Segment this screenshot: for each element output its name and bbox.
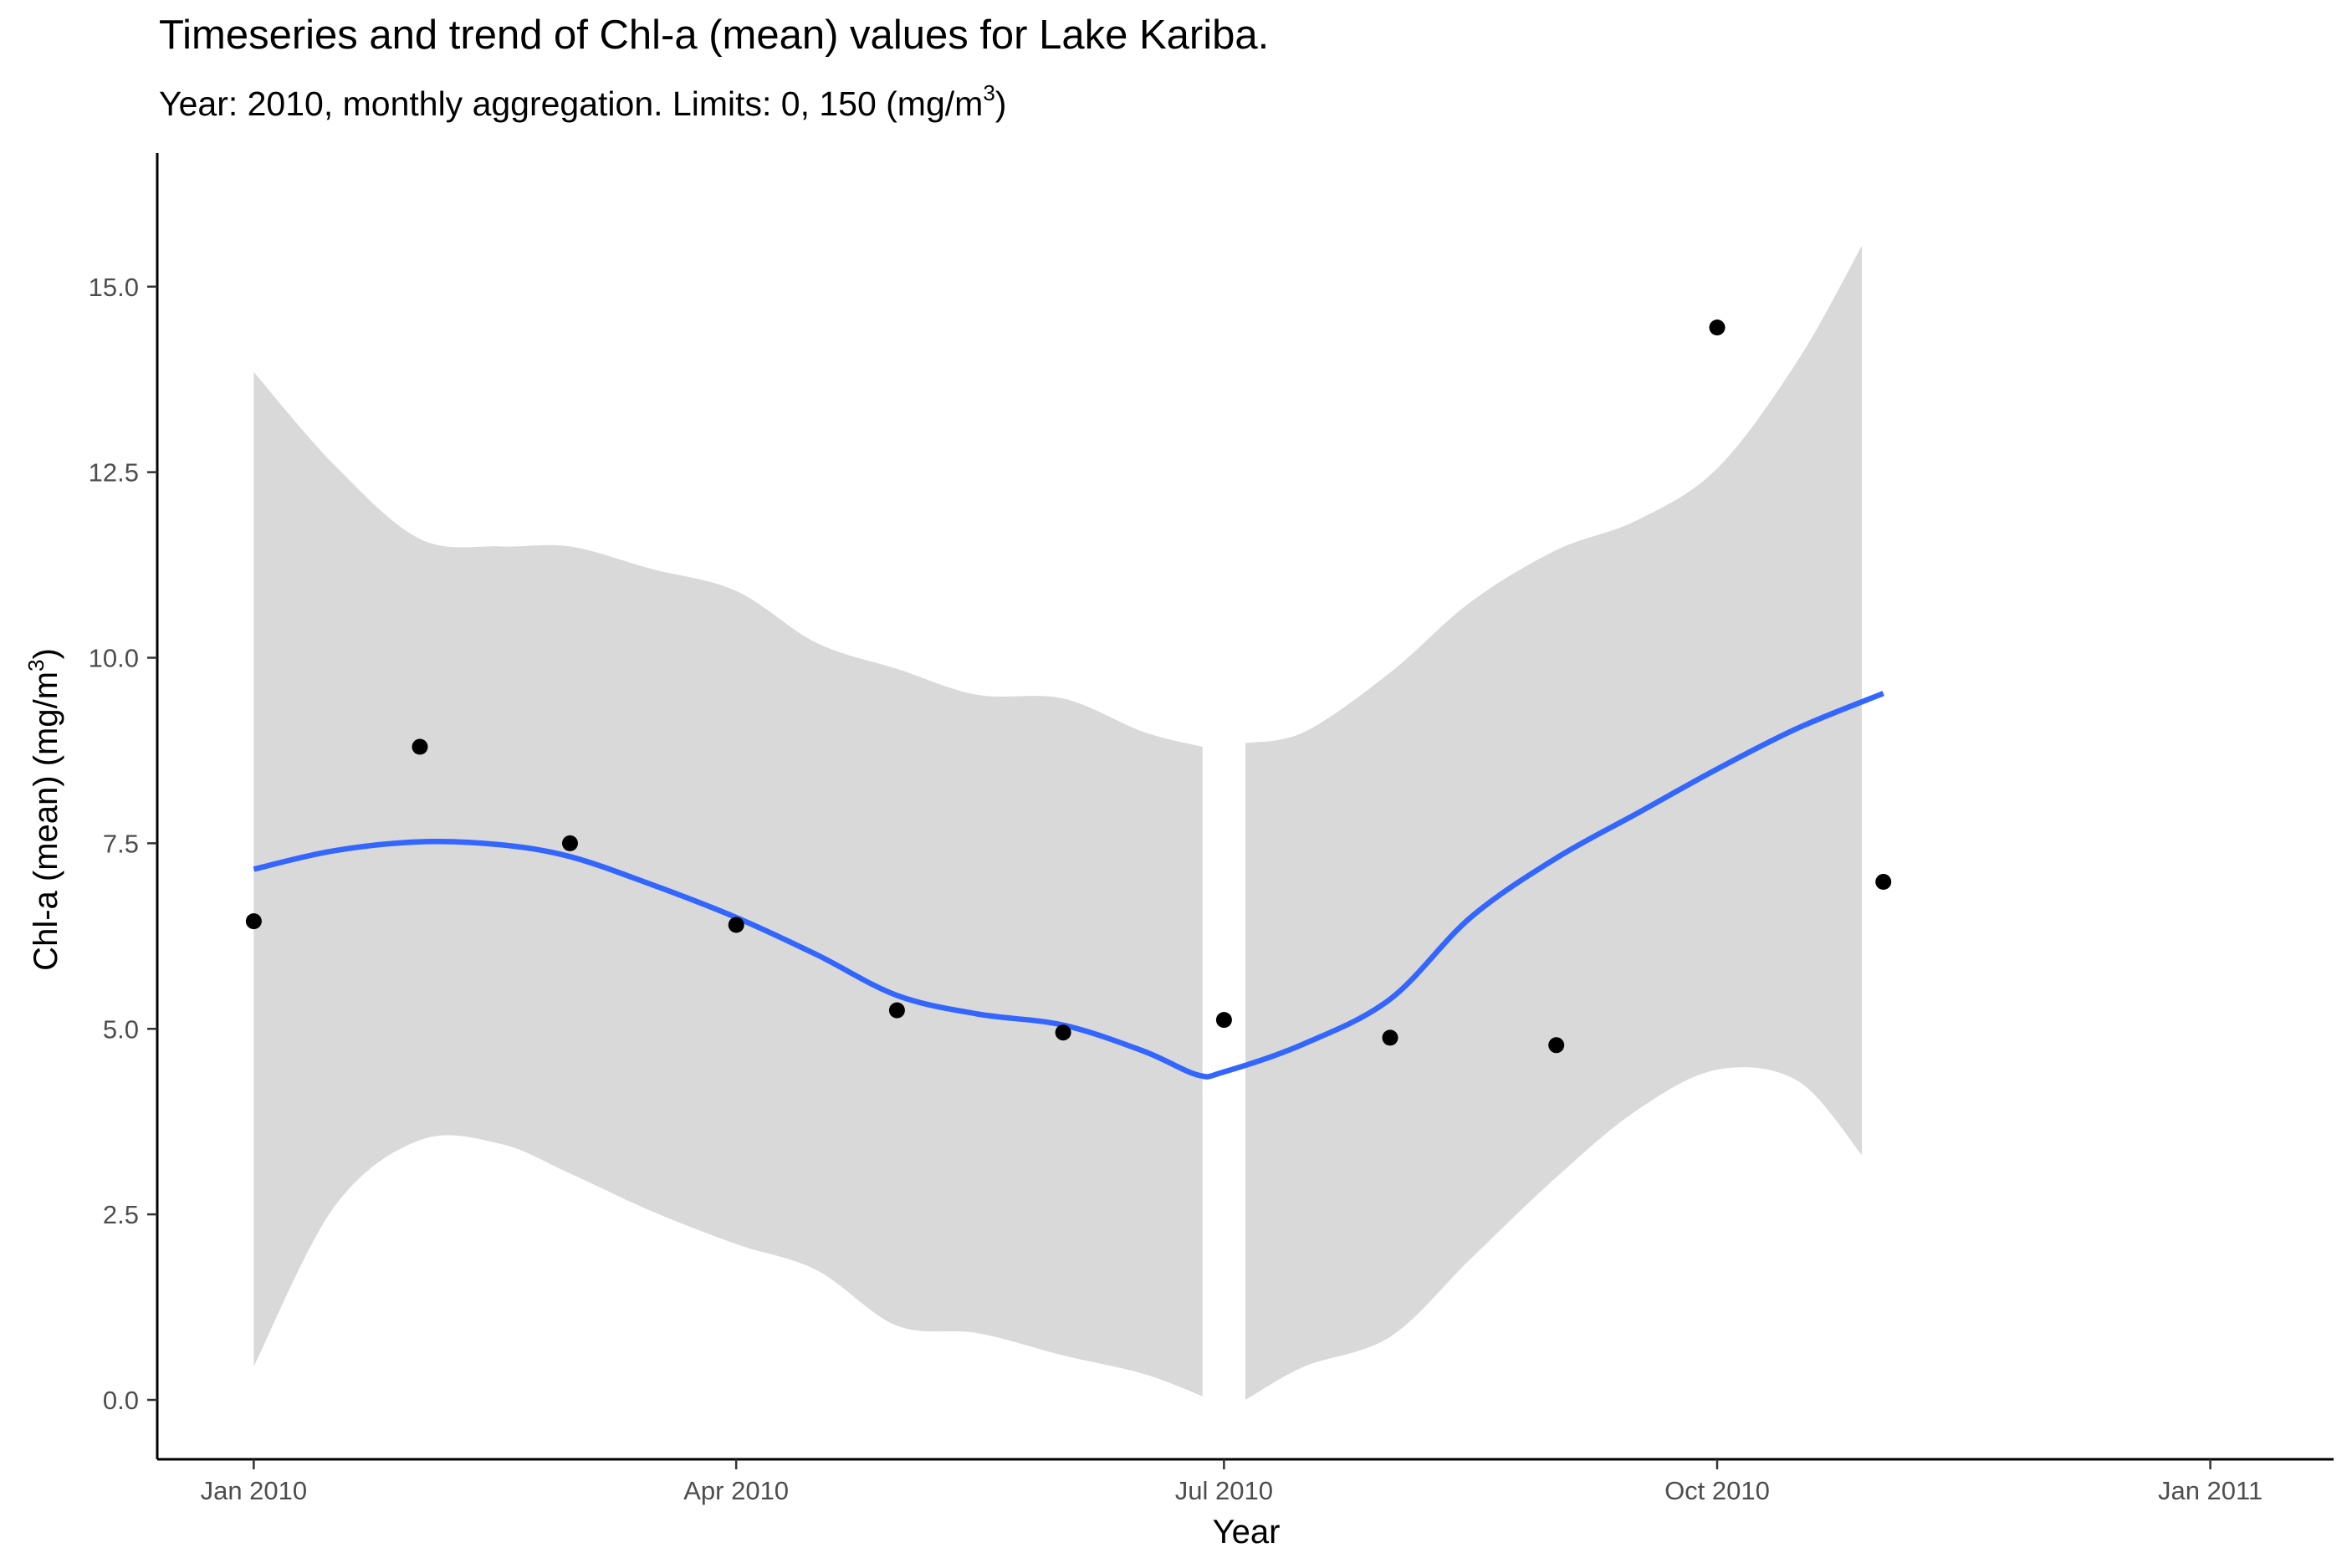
y-axis-title-suffix: ) <box>28 648 64 659</box>
y-axis-title: Chl-a (mean) (mg/m3) <box>23 648 64 971</box>
data-point <box>1215 1012 1232 1029</box>
data-points-layer <box>245 319 1892 1054</box>
x-tick-label: Oct 2010 <box>1664 1476 1770 1505</box>
axes-layer <box>156 153 2334 1461</box>
y-axis-title-superscript: 3 <box>23 660 49 672</box>
data-point <box>1548 1037 1565 1054</box>
confidence-band-segment-2 <box>1245 245 1862 1400</box>
subtitle-suffix: ) <box>994 84 1007 123</box>
data-point <box>562 835 578 851</box>
y-tick-label: 7.5 <box>103 829 139 858</box>
y-tick-label: 5.0 <box>103 1014 139 1044</box>
chart-subtitle: Year: 2010, monthly aggregation. Limits:… <box>159 80 1006 124</box>
x-ticks-layer: Jan 2010 Apr 2010 Jul 2010 Oct 2010 Jan 2011 <box>201 1459 2263 1505</box>
data-point <box>1382 1029 1398 1046</box>
trend-line <box>253 691 1884 1080</box>
confidence-band-layer <box>253 245 1862 1400</box>
x-tick-label: Jul 2010 <box>1175 1476 1273 1505</box>
y-tick-label: 10.0 <box>89 644 139 673</box>
confidence-band-segment-1 <box>253 371 1203 1397</box>
data-point <box>412 738 428 755</box>
subtitle-superscript: 3 <box>983 80 995 105</box>
trend-line-layer <box>253 691 1884 1080</box>
x-axis-title: Year <box>1213 1514 1281 1550</box>
y-tick-label: 0.0 <box>103 1386 139 1415</box>
chart-title: Timeseries and trend of Chl-a (mean) val… <box>159 13 1270 58</box>
subtitle-text: Year: 2010, monthly aggregation. Limits:… <box>159 84 984 123</box>
data-point <box>245 913 262 930</box>
y-axis-title-text: Chl-a (mean) (mg/m <box>28 672 64 971</box>
y-tick-label: 12.5 <box>89 458 139 488</box>
y-tick-label: 15.0 <box>89 273 139 302</box>
y-tick-label: 2.5 <box>103 1200 139 1229</box>
x-tick-label: Jan 2011 <box>2158 1476 2263 1505</box>
x-tick-label: Apr 2010 <box>683 1476 789 1505</box>
data-point <box>728 917 744 933</box>
y-ticks-layer: 0.0 2.5 5.0 7.5 10.0 12.5 15.0 <box>89 273 157 1415</box>
data-point <box>1875 874 1892 890</box>
data-point <box>888 1002 905 1019</box>
data-point <box>1055 1024 1071 1041</box>
x-tick-label: Jan 2010 <box>201 1476 308 1505</box>
data-point <box>1709 319 1726 336</box>
